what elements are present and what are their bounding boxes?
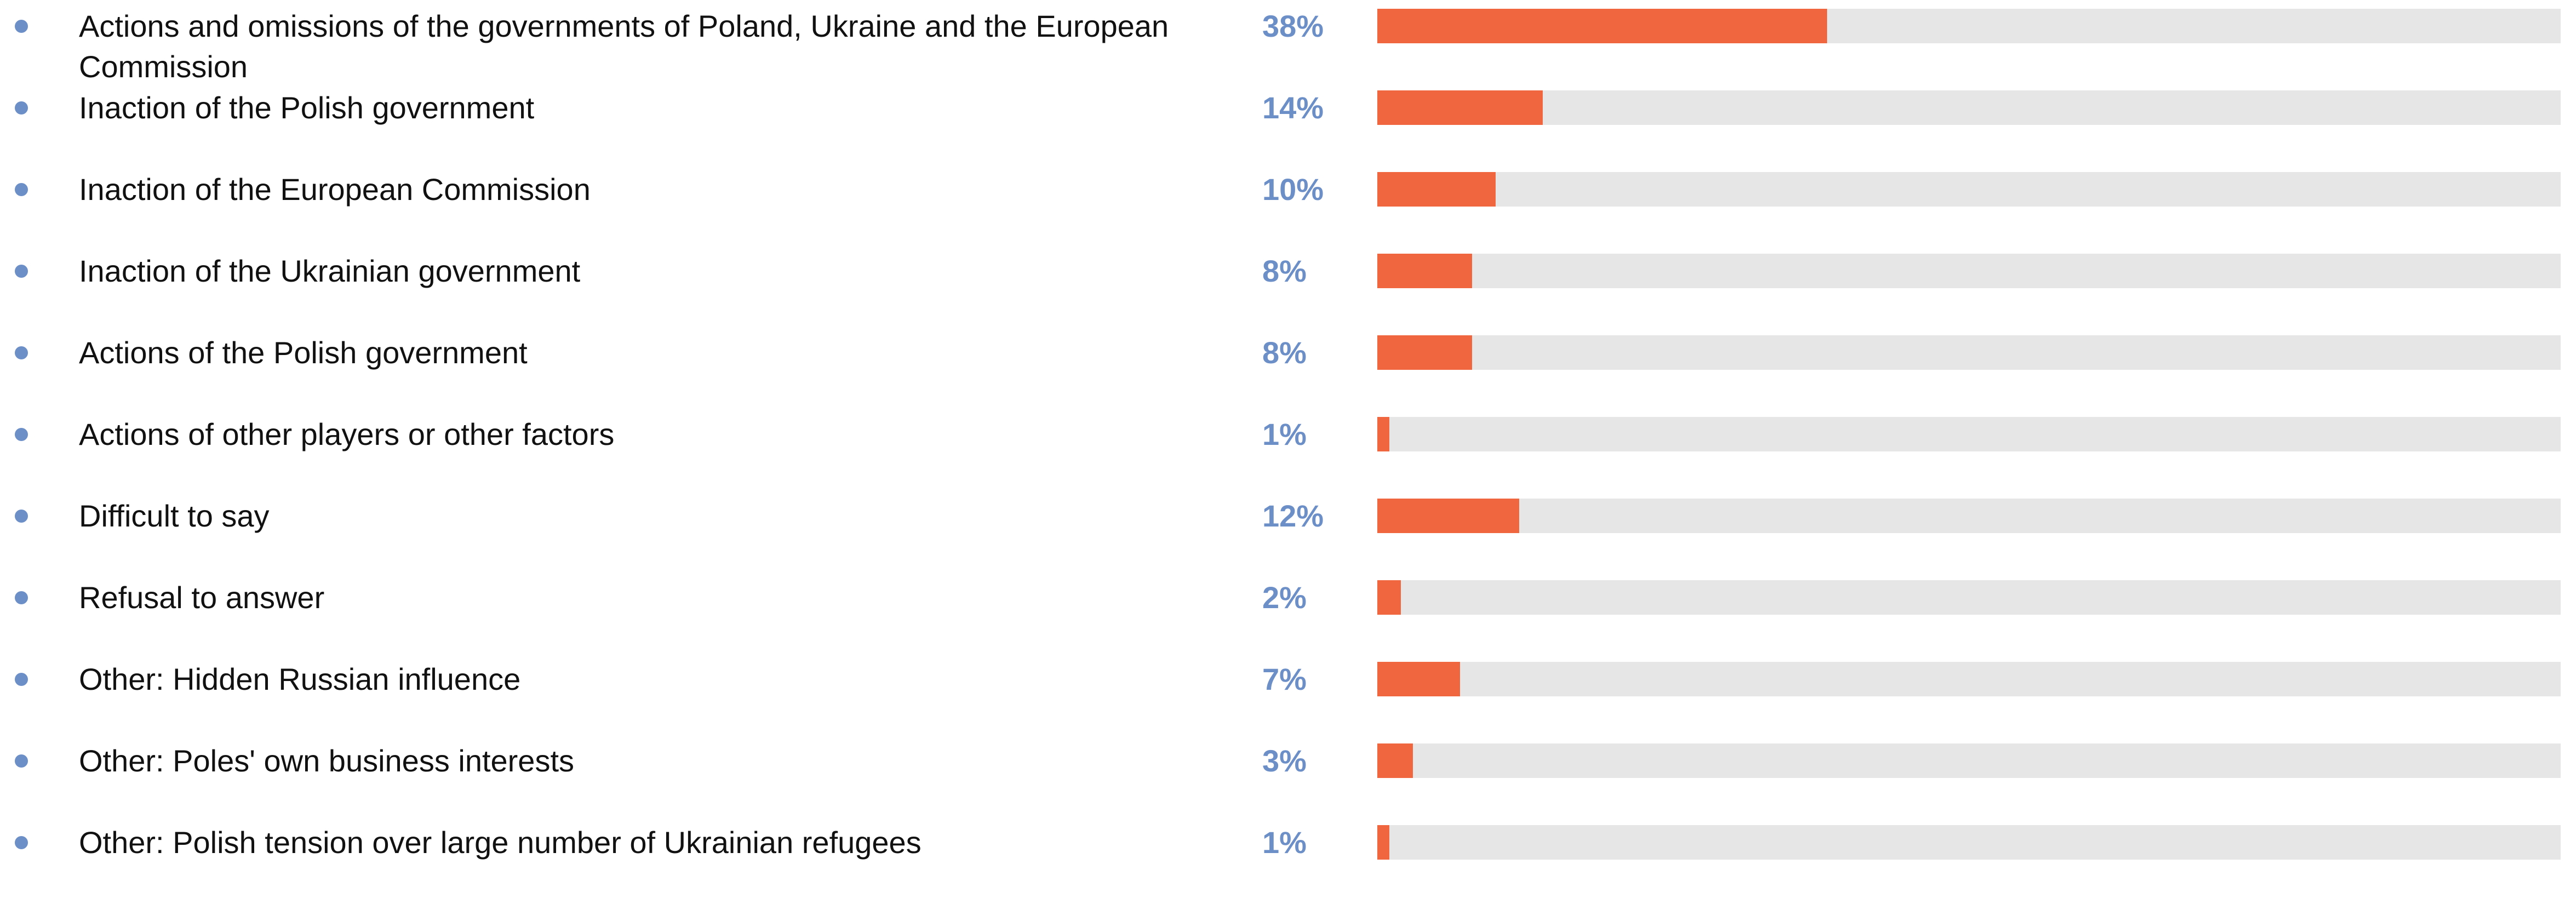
row: Other: Polish tension over large number … (0, 822, 2576, 863)
row: Other: Poles' own business interestsOthe… (0, 741, 2576, 781)
bar-track (1377, 825, 2561, 860)
bar (1377, 662, 1461, 696)
bullet (15, 591, 28, 604)
bar (1377, 580, 1401, 615)
category-label: Inaction of the European Commission (79, 172, 591, 207)
row: Actions of other players or other factor… (0, 414, 2576, 455)
category-label: Refusal to answer (79, 580, 325, 615)
bullet (15, 510, 28, 523)
bar-track (1377, 580, 2561, 615)
bar (1377, 417, 1389, 451)
row: Inaction of the Polish governmentInactio… (0, 88, 2576, 128)
category-label: Inaction of the Polish government (79, 90, 535, 125)
value-label: 7% (1262, 662, 1307, 696)
value-label: 1% (1262, 417, 1307, 451)
row: Other: Hidden Russian influenceOther: Hi… (0, 659, 2576, 700)
value-label: 14% (1262, 90, 1324, 125)
bar (1377, 335, 1472, 370)
value-label: 10% (1262, 172, 1324, 207)
bar-track (1377, 743, 2561, 778)
bar (1377, 172, 1496, 207)
category-label: Other: Polish tension over large number … (79, 825, 921, 860)
bar-track (1377, 254, 2561, 288)
value-label: 8% (1262, 254, 1307, 288)
bar (1377, 90, 1543, 125)
category-label: Actions and omissions of the governments… (79, 9, 1169, 84)
bar (1377, 825, 1389, 860)
bar (1377, 743, 1413, 778)
bar (1377, 9, 1827, 43)
category-label: Inaction of the Ukrainian government (79, 254, 581, 288)
value-label: 3% (1262, 743, 1307, 778)
value-label: 12% (1262, 499, 1324, 533)
row: Inaction of the Ukrainian governmentInac… (0, 251, 2576, 291)
bar-track (1377, 417, 2561, 451)
category-label: Actions of other players or other factor… (79, 417, 615, 451)
row: Actions of the Polish governmentActions … (0, 333, 2576, 373)
bar-track (1377, 90, 2561, 125)
bullet (15, 346, 28, 359)
row: Inaction of the European CommissionInact… (0, 169, 2576, 210)
value-label: 8% (1262, 335, 1307, 370)
bar (1377, 499, 1520, 533)
bar-track (1377, 172, 2561, 207)
value-label: 38% (1262, 9, 1324, 43)
bar-track (1377, 335, 2561, 370)
bullet (15, 101, 28, 115)
category-label: Actions of the Polish government (79, 335, 528, 370)
row: Actions and omissions of the governments… (0, 6, 2576, 84)
bar (1377, 254, 1472, 288)
bar-track (1377, 662, 2561, 696)
chart: Actions and omissions of the governments… (0, 6, 2576, 904)
bullet (15, 428, 28, 441)
category-label: Other: Hidden Russian influence (79, 662, 521, 696)
value-label: 1% (1262, 825, 1307, 860)
bar-track (1377, 499, 2561, 533)
bullet (15, 754, 28, 768)
bar-track (1377, 9, 2561, 43)
category-label: Other: Poles' own business interests (79, 743, 575, 778)
bullet (15, 265, 28, 278)
bullet (15, 20, 28, 33)
bullet (15, 836, 28, 849)
bullet (15, 183, 28, 196)
category-label: Difficult to say (79, 499, 270, 533)
bullet (15, 673, 28, 686)
value-label: 2% (1262, 580, 1307, 615)
